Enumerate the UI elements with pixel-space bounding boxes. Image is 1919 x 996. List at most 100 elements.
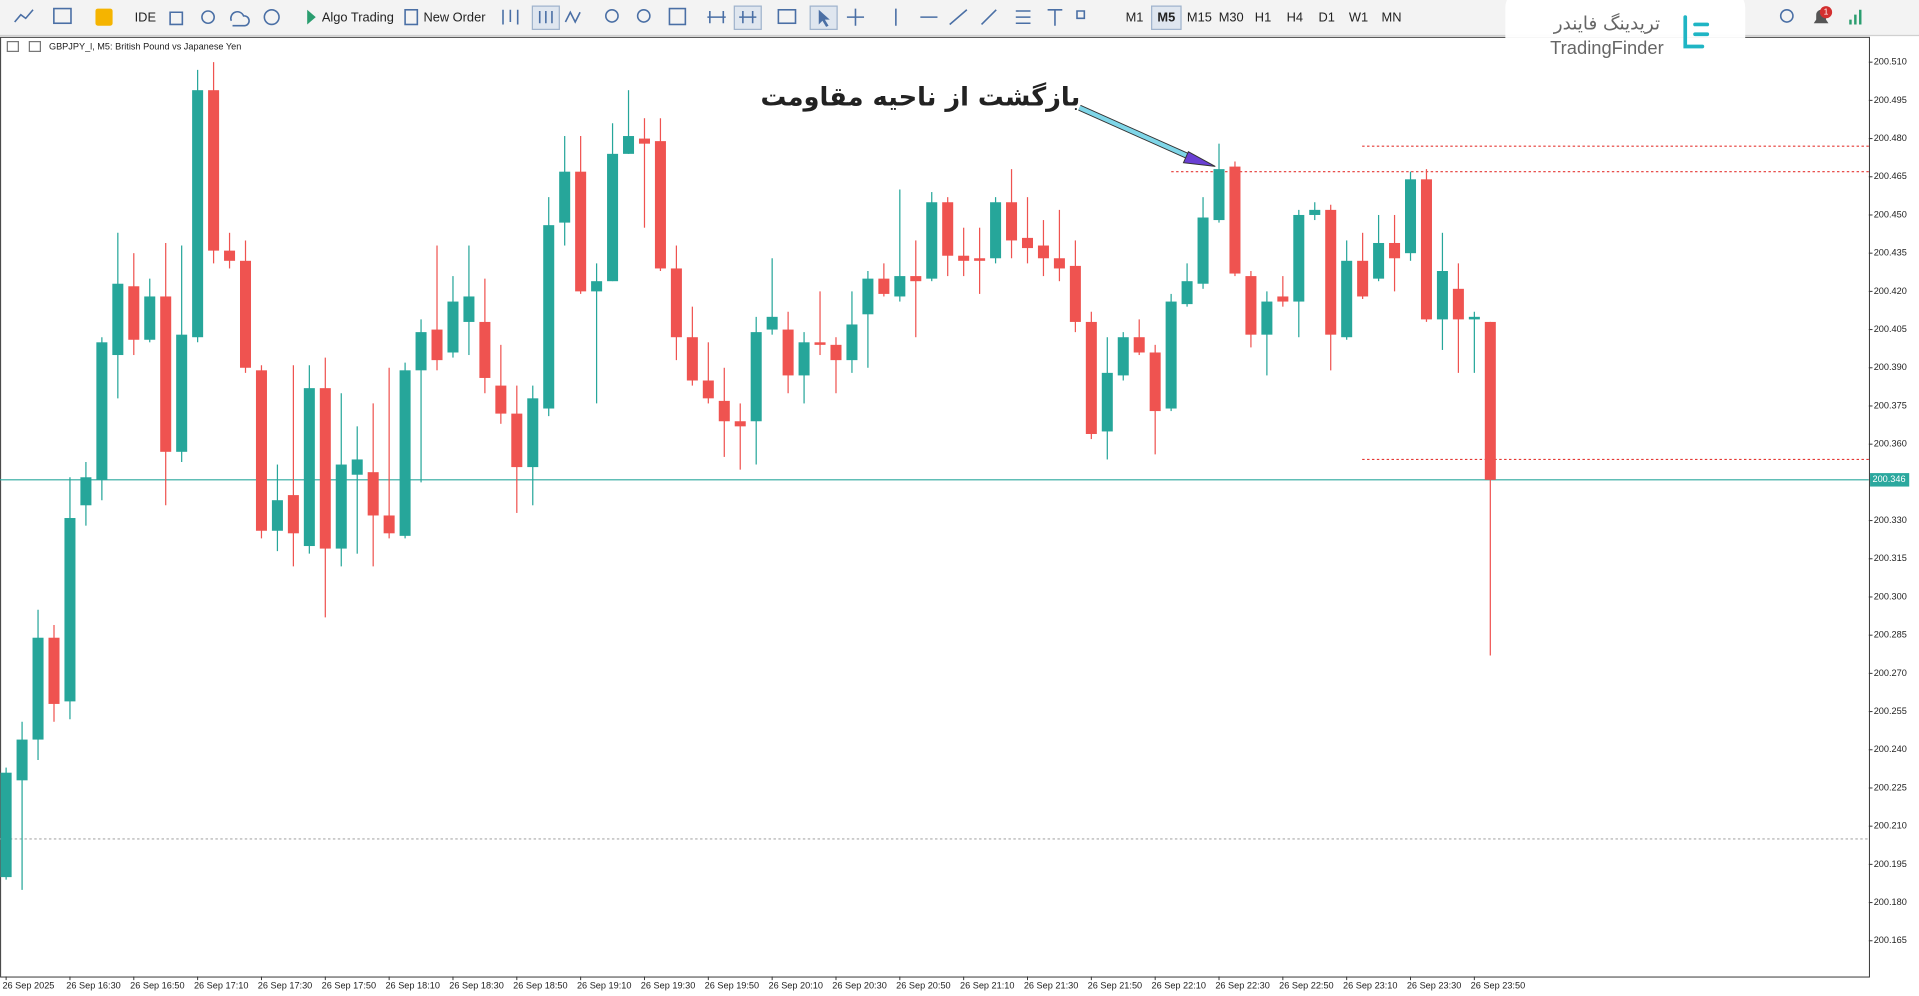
y-tick-label: 200.390 <box>1874 362 1907 372</box>
logo-text-en: TradingFinder <box>1550 37 1664 58</box>
y-tick-label: 200.300 <box>1874 591 1907 601</box>
timeframe-button[interactable]: W1 <box>1349 10 1368 25</box>
candle-body <box>335 464 347 549</box>
y-tick-label: 200.435 <box>1874 248 1907 258</box>
x-tick-label: 26 Sep 2025 <box>2 981 54 991</box>
x-tick-label: 26 Sep 16:50 <box>130 981 184 991</box>
candle-body <box>591 281 603 292</box>
candle-body <box>846 324 858 361</box>
x-tick-label: 26 Sep 23:50 <box>1471 981 1525 991</box>
candle-body <box>1420 179 1432 320</box>
candle-body <box>1021 237 1034 249</box>
candle-body <box>208 90 220 251</box>
candle-body <box>1117 337 1129 376</box>
algo-trading-button[interactable]: Algo Trading <box>322 10 394 25</box>
candle-body <box>1293 214 1305 302</box>
ide-button[interactable]: IDE <box>135 10 156 25</box>
x-tick-label: 26 Sep 19:30 <box>641 981 695 991</box>
x-tick-label: 26 Sep 17:50 <box>322 981 376 991</box>
timeframe-button[interactable]: D1 <box>1318 10 1334 25</box>
candle-body <box>287 495 299 534</box>
timeframe-button[interactable]: M1 <box>1126 10 1144 25</box>
candle-body <box>607 153 619 282</box>
y-tick-label: 200.465 <box>1874 171 1907 181</box>
x-tick-label: 26 Sep 18:10 <box>385 981 439 991</box>
y-tick-label: 200.210 <box>1874 821 1907 831</box>
candle-body <box>303 388 315 547</box>
new-order-button[interactable]: New Order <box>423 10 486 25</box>
candle-body <box>527 398 539 468</box>
y-tick-label: 200.495 <box>1874 95 1907 105</box>
y-tick-label: 200.450 <box>1874 209 1907 219</box>
candle-body <box>559 171 571 223</box>
x-tick-label: 26 Sep 21:50 <box>1088 981 1142 991</box>
candle-body <box>1277 296 1289 302</box>
chart-icon <box>28 40 41 53</box>
y-tick-label: 200.165 <box>1874 935 1907 945</box>
candle-body <box>782 329 794 376</box>
candle-body <box>894 276 906 297</box>
candle-body <box>1053 258 1065 269</box>
x-tick-label: 26 Sep 21:30 <box>1024 981 1078 991</box>
candle-body <box>415 332 427 371</box>
candle-body <box>1229 166 1241 274</box>
candle-body <box>239 260 252 368</box>
candle-body <box>160 296 172 452</box>
candle-body <box>1213 169 1225 221</box>
candle-body <box>271 500 283 531</box>
x-tick-label: 26 Sep 23:30 <box>1407 981 1461 991</box>
candle-body <box>718 400 730 422</box>
candle-body <box>192 90 204 338</box>
timeframe-button[interactable]: M15 <box>1187 10 1212 25</box>
y-tick-label: 200.315 <box>1874 553 1907 563</box>
chart-icon <box>6 40 19 53</box>
candle-body <box>798 342 810 376</box>
candle-body <box>1085 321 1097 434</box>
candle-body <box>623 136 635 154</box>
y-tick-label: 200.405 <box>1874 324 1907 334</box>
timeframe-button[interactable]: MN <box>1382 10 1402 25</box>
candle-body <box>702 380 714 399</box>
timeframe-button[interactable]: H4 <box>1287 10 1303 25</box>
series-layer: 200.510 200.495 200.480 200.465 200.450 200.4… <box>0 57 1910 991</box>
y-tick-label: 200.225 <box>1874 782 1907 792</box>
x-tick-label: 26 Sep 17:30 <box>258 981 312 991</box>
x-tick-label: 26 Sep 20:50 <box>896 981 950 991</box>
candle-body <box>447 301 459 353</box>
logo-text-fa: تریدینگ فایندر <box>1553 12 1660 34</box>
y-tick-label: 200.255 <box>1874 706 1907 716</box>
candle-body <box>431 329 443 361</box>
y-tick-label: 200.330 <box>1874 515 1907 525</box>
candle-body <box>1436 270 1448 320</box>
x-tick-label: 26 Sep 22:30 <box>1215 981 1269 991</box>
candle-body <box>926 202 938 279</box>
candle-body <box>910 276 922 282</box>
candle-body <box>814 342 826 345</box>
x-tick-label: 26 Sep 23:10 <box>1343 981 1397 991</box>
y-tick-label: 200.240 <box>1874 744 1907 754</box>
candle-body <box>1309 209 1321 215</box>
candle-body <box>1069 265 1081 322</box>
y-tick-label: 200.375 <box>1874 400 1907 410</box>
candle-body <box>878 278 890 294</box>
timeframe-button[interactable]: M30 <box>1219 10 1244 25</box>
candle-body <box>367 472 379 516</box>
candle-body <box>575 171 587 292</box>
x-tick-label: 26 Sep 21:10 <box>960 981 1014 991</box>
candle-body <box>958 255 970 261</box>
y-tick-label: 200.510 <box>1874 57 1907 67</box>
candle-body <box>1181 281 1193 305</box>
notification-count: 1 <box>1824 7 1829 17</box>
annotation: بازگشت از ناحیه مقاومت <box>760 81 1080 112</box>
candle-body <box>654 141 666 269</box>
timeframe-button[interactable]: M5 <box>1157 10 1175 25</box>
candle-body <box>1101 372 1113 432</box>
candle-body <box>511 413 523 468</box>
candle-body <box>1165 301 1177 409</box>
candle-body <box>543 225 555 409</box>
x-tick-label: 26 Sep 16:30 <box>66 981 120 991</box>
timeframe-button[interactable]: H1 <box>1255 10 1271 25</box>
candle-body <box>319 388 331 549</box>
candle-body <box>942 202 954 256</box>
